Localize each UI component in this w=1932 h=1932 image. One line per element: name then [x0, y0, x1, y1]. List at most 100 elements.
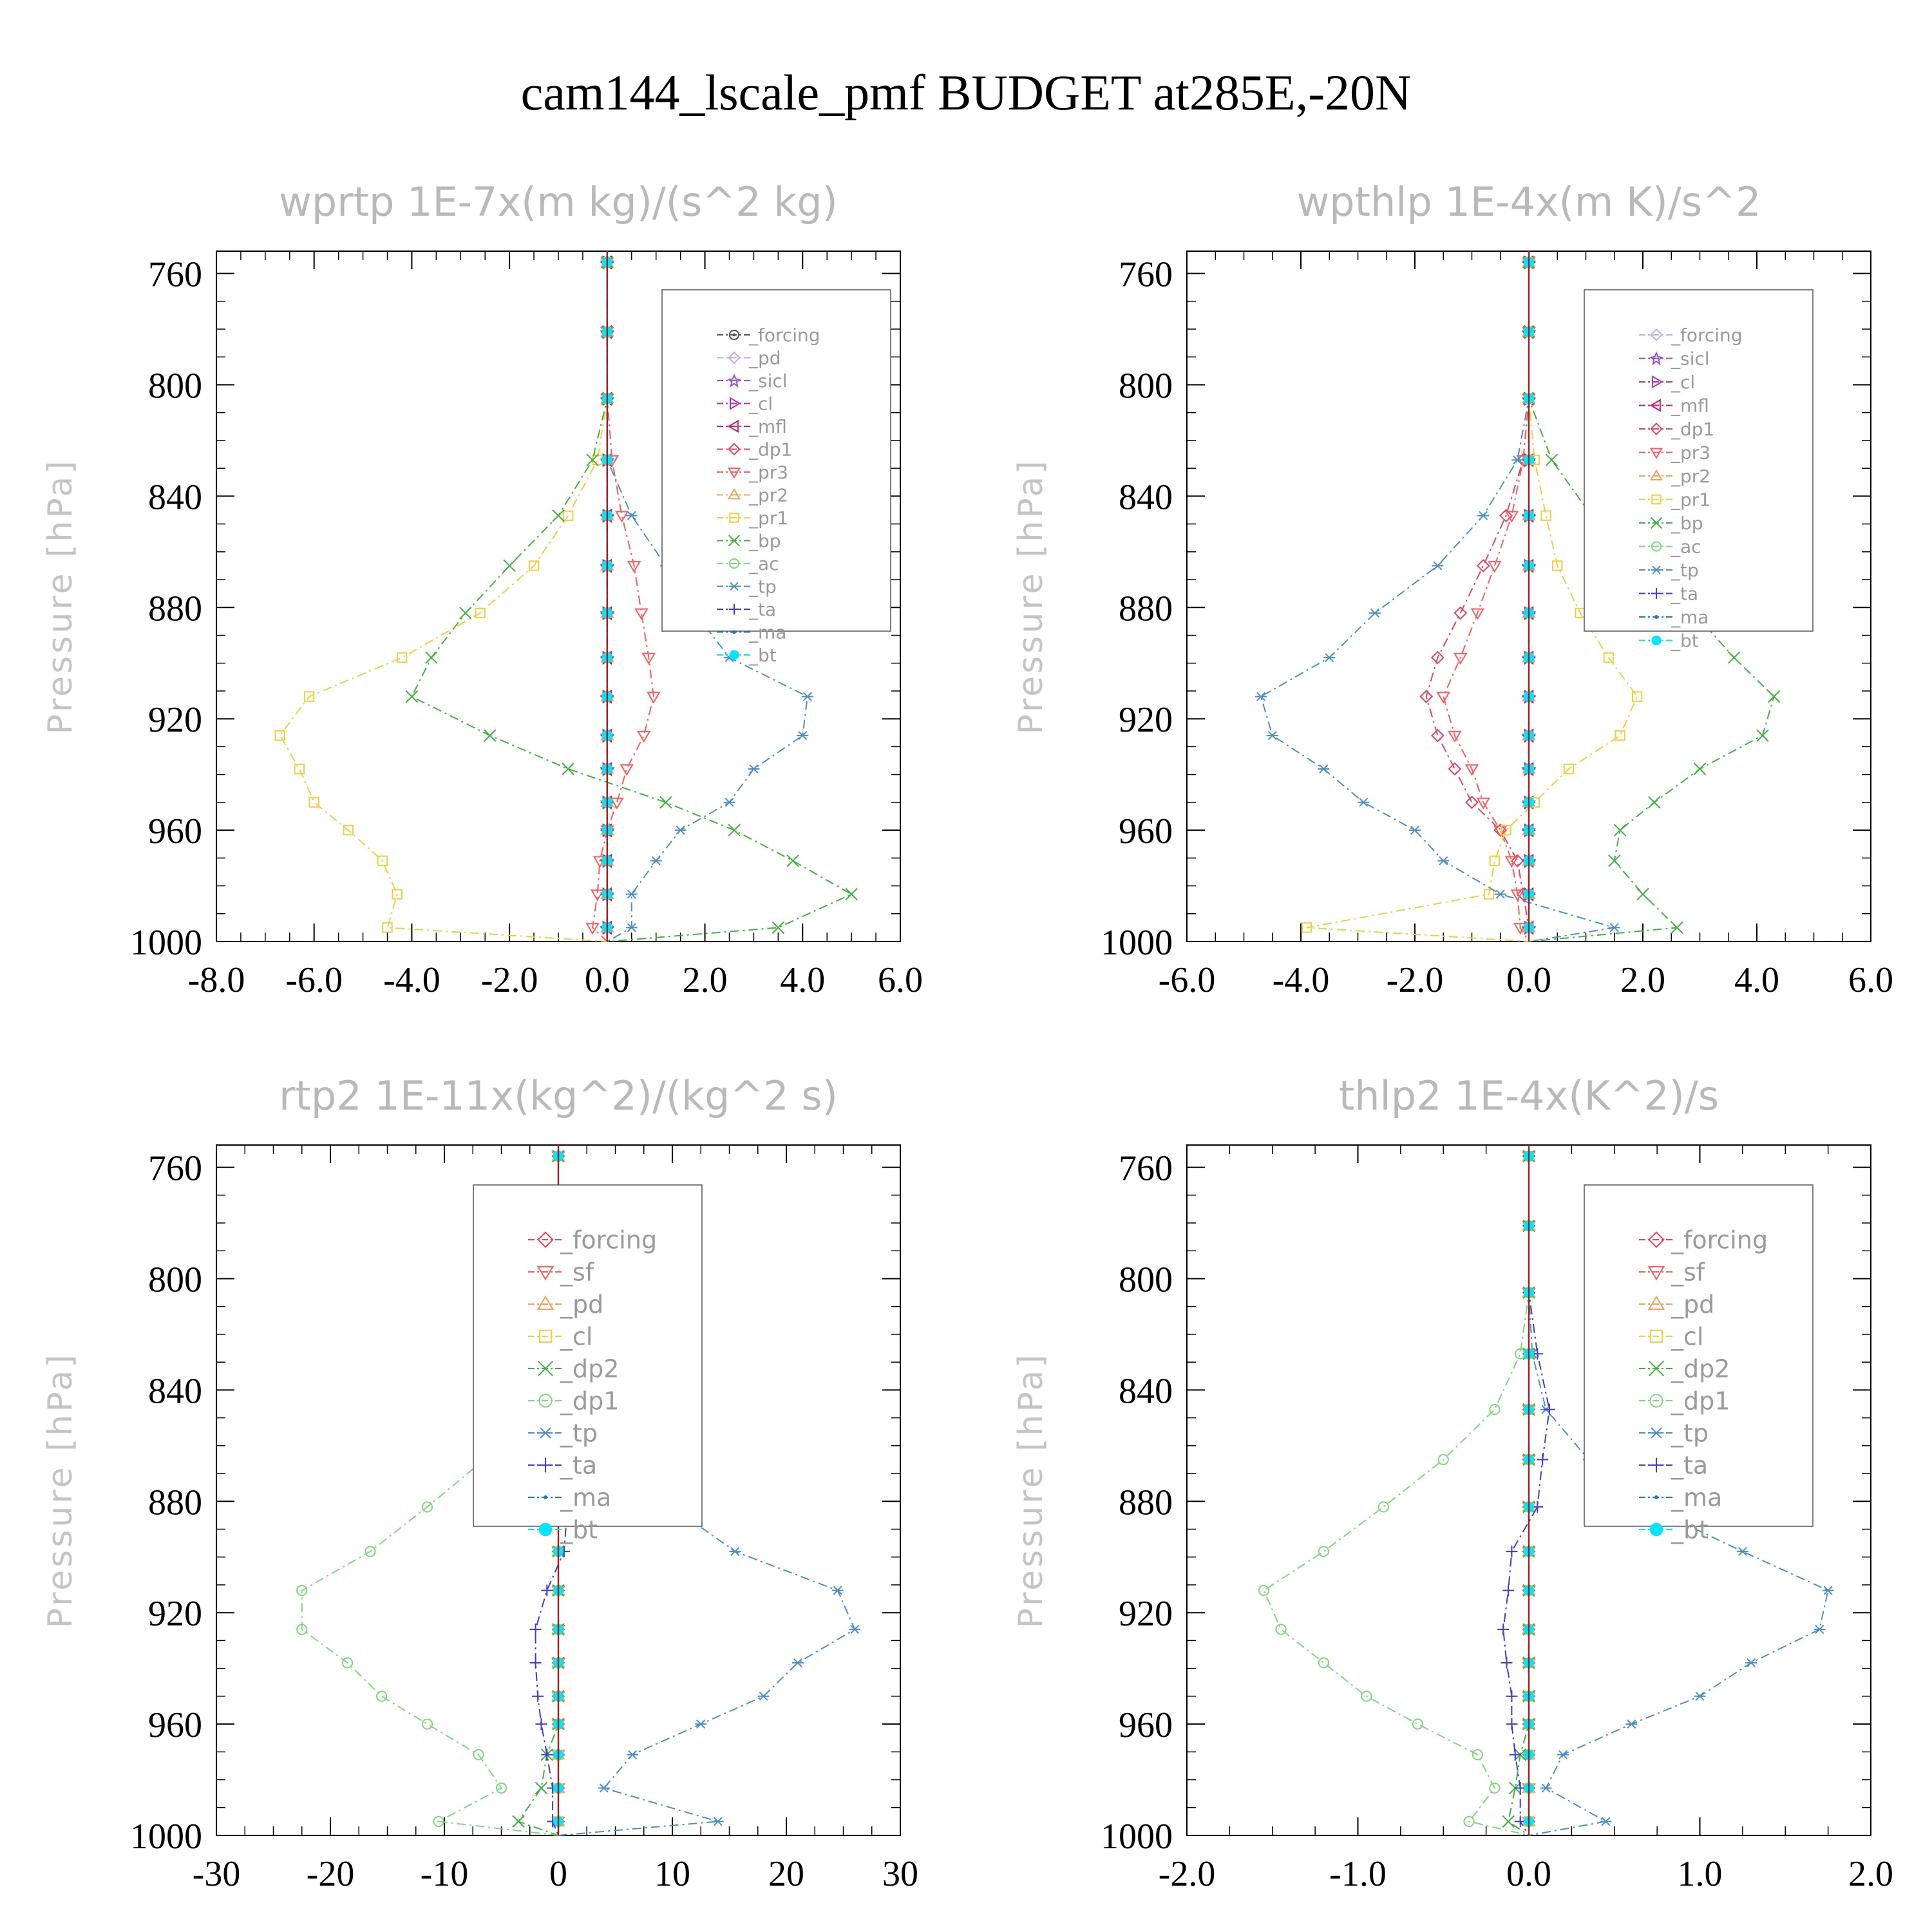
x-tick-label: -4.0 [1273, 960, 1330, 1000]
data-point [1266, 731, 1278, 741]
legend-marker [1651, 541, 1662, 552]
legend-item: _pr2 [1639, 466, 1710, 487]
chart-title: wprtp 1E-7x(m kg)/(s^2 kg) [279, 178, 838, 225]
legend-label: _sicl [1671, 348, 1710, 369]
legend: _forcing_sicl_cl_mfl_dp1_pr3_pr2_pr1_bp_… [1584, 289, 1814, 651]
legend-marker [1649, 1457, 1664, 1473]
series-tp [1255, 258, 1620, 942]
legend-label: _pr3 [748, 462, 788, 483]
y-tick-label: 960 [148, 1705, 202, 1745]
data-point [1608, 923, 1620, 933]
panels: wprtp 1E-7x(m kg)/(s^2 kg) Pressure [hPa]… [41, 178, 1893, 1894]
data-point [1501, 824, 1511, 836]
legend-marker [1654, 1495, 1658, 1499]
legend-item: _bp [1639, 513, 1703, 534]
data-point [1432, 561, 1444, 571]
legend-label: _ac [748, 553, 779, 574]
y-tick-label: 840 [148, 477, 202, 517]
data-point [392, 889, 402, 900]
data-point [1464, 764, 1479, 776]
data-point [1511, 455, 1524, 465]
legend-box [661, 289, 891, 632]
legend-item: _ac [717, 553, 779, 574]
data-point [562, 510, 574, 521]
x-tick-label: 2.0 [1620, 960, 1665, 1000]
legend-label: _ta [560, 1451, 597, 1479]
legend-item: _tp [528, 1419, 598, 1447]
legend-marker [538, 1394, 553, 1408]
data-point [433, 1815, 444, 1828]
y-tick-label: 840 [1119, 477, 1173, 517]
series-line [279, 262, 608, 942]
data-point [1358, 797, 1370, 807]
data-point [1463, 1815, 1475, 1828]
legend-marker [1651, 494, 1662, 505]
data-point [627, 561, 641, 573]
data-point [1499, 509, 1513, 523]
legend-item: _pr1 [1639, 489, 1710, 510]
data-point [1671, 921, 1683, 934]
data-point [365, 1546, 376, 1557]
y-tick-label: 920 [1119, 1594, 1173, 1634]
legend-label: _dp2 [560, 1354, 619, 1383]
data-point [1437, 1454, 1449, 1466]
data-point [473, 1748, 484, 1761]
data-point [529, 1657, 542, 1669]
data-point [1412, 1718, 1424, 1730]
legend-item: _pr1 [717, 507, 788, 529]
y-tick-label: 960 [148, 811, 202, 851]
legend-marker [538, 1329, 553, 1343]
y-tick-label: 1000 [130, 1817, 202, 1857]
x-tick-label: -20 [307, 1854, 355, 1894]
data-point [503, 559, 516, 573]
legend-label: _dp1 [748, 439, 792, 460]
data-point [757, 1691, 770, 1701]
legend-label: _tp [1671, 1419, 1709, 1447]
legend-item: _dp2 [1639, 1354, 1730, 1383]
data-point [748, 764, 760, 774]
legend-marker [729, 513, 739, 523]
legend-item: _dp1 [1639, 419, 1714, 440]
data-point [1736, 1547, 1748, 1557]
legend: _forcing _sf _pd _cl _dp2 _dp1 _tp _ta _ma _bt [1584, 1184, 1814, 1544]
legend-label: _pr3 [1671, 442, 1710, 463]
legend-label: _tp [560, 1419, 598, 1447]
legend-marker [728, 351, 741, 365]
data-point [1465, 795, 1479, 810]
data-point [296, 1624, 308, 1635]
legend-marker [1647, 1295, 1665, 1310]
y-axis-label: Pressure [hPa] [41, 459, 80, 735]
legend-marker [1648, 1231, 1665, 1248]
data-point [1369, 608, 1381, 618]
legend-label: _pr1 [1671, 489, 1710, 510]
legend-label: _dp1 [1671, 419, 1714, 440]
legend-label: _ma [1671, 1483, 1722, 1511]
data-point [1600, 1817, 1612, 1826]
legend-item: _tp [1639, 560, 1699, 581]
legend-item: _mfl [1639, 395, 1709, 416]
data-point [634, 608, 649, 620]
legend-item: _ta [1639, 583, 1698, 604]
y-tick-label: 840 [148, 1371, 202, 1411]
x-tick-label: -10 [421, 1854, 469, 1894]
data-point [1501, 1657, 1513, 1669]
legend-item: _tp [717, 576, 777, 597]
data-point [1506, 1546, 1518, 1558]
data-point [1378, 1501, 1389, 1513]
series-cl [1524, 255, 1536, 942]
data-point [1476, 559, 1490, 573]
data-point [1409, 826, 1421, 835]
legend-label: _pr1 [748, 507, 788, 529]
data-point [308, 797, 319, 808]
x-tick-label: 6.0 [878, 960, 923, 1000]
data-point [1636, 887, 1649, 901]
legend-marker [727, 419, 739, 433]
data-point [585, 923, 600, 935]
data-point [1419, 690, 1434, 704]
series-pr1 [274, 257, 613, 942]
legend-marker [544, 1495, 547, 1499]
legend-label: _bt [1671, 630, 1699, 651]
legend-label: _bt [748, 645, 777, 666]
data-point [1430, 650, 1444, 665]
